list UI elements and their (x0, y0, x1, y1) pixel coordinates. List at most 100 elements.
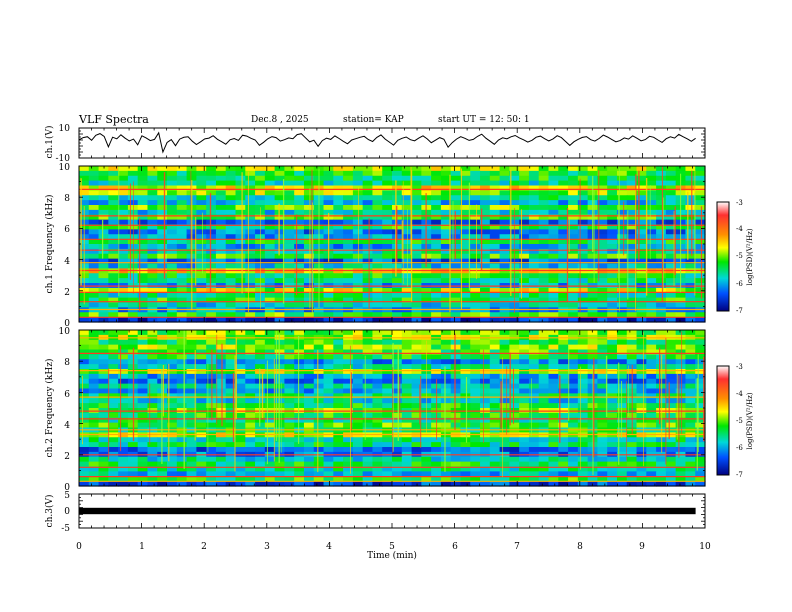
spectrogram-cell (206, 244, 217, 250)
spectrogram-cell (597, 185, 608, 191)
spectrogram-cell (519, 476, 530, 482)
spectrogram-cell (382, 219, 393, 226)
spectrogram-cell (343, 359, 354, 365)
spectrogram-cell (284, 170, 295, 177)
ch2-cb-tick-3: -3 (736, 363, 743, 371)
spectrogram-cell (118, 432, 129, 438)
spectrogram-cell (538, 258, 550, 265)
spectrogram-cell (303, 359, 315, 365)
spectrogram-cell (636, 209, 647, 216)
spectrogram-cell (626, 273, 638, 279)
spectrogram-cell (137, 403, 149, 409)
spectrogram-cell (362, 248, 374, 255)
spectrogram-cell (108, 273, 119, 279)
spectrogram-cell (235, 214, 246, 221)
spectrogram-cell (616, 248, 628, 255)
spectrogram-cell (206, 287, 217, 294)
spectrogram-cell (440, 166, 452, 172)
spectrogram-cell (167, 461, 178, 468)
spectrogram-cell (489, 354, 501, 360)
spectrogram-cell (372, 170, 383, 177)
spectrogram-cell (264, 273, 276, 279)
spectrogram-cell (538, 166, 550, 172)
spectrogram-cell (538, 403, 550, 409)
spectrogram-cell (382, 239, 393, 245)
spectrogram-cell (392, 317, 403, 323)
spectrogram-cell (626, 214, 638, 221)
spectrogram-cell (333, 239, 344, 245)
spectrogram-cell (118, 224, 129, 230)
spectrogram-cell (577, 239, 589, 245)
spectrogram-cell (577, 369, 589, 375)
spectrogram-cell (470, 476, 481, 482)
spectrogram-cell (333, 383, 344, 390)
spectrogram-cell (509, 359, 520, 365)
spectrogram-cell (489, 456, 501, 463)
spectrogram-cell (196, 476, 207, 482)
spectrogram-cell (313, 373, 325, 380)
spectrogram-cell (333, 442, 344, 448)
spectrogram-cell (528, 412, 540, 419)
spectrogram-cell (509, 432, 520, 438)
spectrogram-cell (294, 442, 305, 448)
spectrogram-cell (108, 253, 119, 260)
spectrogram-cell (577, 317, 589, 323)
spectrogram-cell (656, 239, 667, 245)
spectrogram-cell (372, 292, 383, 299)
spectrogram-cell (528, 312, 540, 318)
spectrogram-cell (509, 383, 520, 390)
spectrogram-cell (333, 214, 344, 221)
spectrogram-cell (362, 398, 374, 404)
spectrogram-cell (284, 205, 295, 211)
spectrogram-cell (245, 364, 256, 370)
spectrogram-cell (176, 344, 188, 351)
spectrogram-cell (480, 344, 491, 351)
spectrogram-cell (98, 388, 109, 394)
spectrogram-cell (685, 297, 696, 304)
spectrogram-cell (528, 330, 540, 336)
spectrogram-cell (127, 273, 139, 279)
spectrogram-cell (695, 229, 706, 235)
spectrogram-cell (519, 403, 530, 409)
spectrogram-cell (607, 190, 618, 196)
spectrogram-cell (303, 297, 315, 304)
x-tick-5: 5 (389, 542, 395, 552)
spectrogram-cell (597, 466, 608, 472)
spectrogram-cell (147, 359, 158, 365)
spectrogram-cell (215, 185, 227, 191)
spectrogram-cell (636, 364, 647, 370)
spectrogram-cell (118, 219, 129, 226)
spectrogram-cell (79, 422, 90, 429)
spectrogram-cell (421, 447, 432, 453)
spectrogram-cell (294, 170, 305, 177)
spectrogram-cell (264, 253, 276, 260)
spectrogram-cell (127, 471, 139, 477)
spectrogram-cell (372, 185, 383, 191)
spectrogram-cell (333, 317, 344, 323)
spectrogram-cell (616, 388, 628, 394)
spectrogram-cell (225, 214, 237, 221)
spectrogram-cell (695, 307, 706, 313)
spectrogram-cell (685, 354, 696, 360)
spectrogram-cell (548, 219, 559, 226)
spectrogram-cell (568, 317, 579, 323)
spectrogram-cell (362, 224, 374, 230)
spectrogram-cell (685, 417, 696, 424)
spectrogram-cell (362, 214, 374, 221)
spectrogram-cell (695, 349, 706, 355)
spectrogram-cell (548, 481, 559, 487)
spectrogram-cell (303, 447, 315, 453)
spectrogram-cell (499, 175, 510, 182)
spectrogram-cell (597, 378, 608, 385)
spectrogram-cell (460, 456, 471, 463)
spectrogram-cell (607, 166, 618, 172)
spectrogram-cell (509, 447, 520, 453)
spectrogram-cell (577, 180, 589, 187)
spectrogram-cell (431, 364, 442, 370)
spectrogram-cell (206, 330, 217, 336)
spectrogram-cell (411, 359, 422, 365)
spectrogram-cell (519, 422, 530, 429)
ch1-freq-tick-10: 10 (59, 163, 71, 173)
spectrogram-cell (352, 447, 364, 453)
spectrogram-cell (362, 403, 374, 409)
